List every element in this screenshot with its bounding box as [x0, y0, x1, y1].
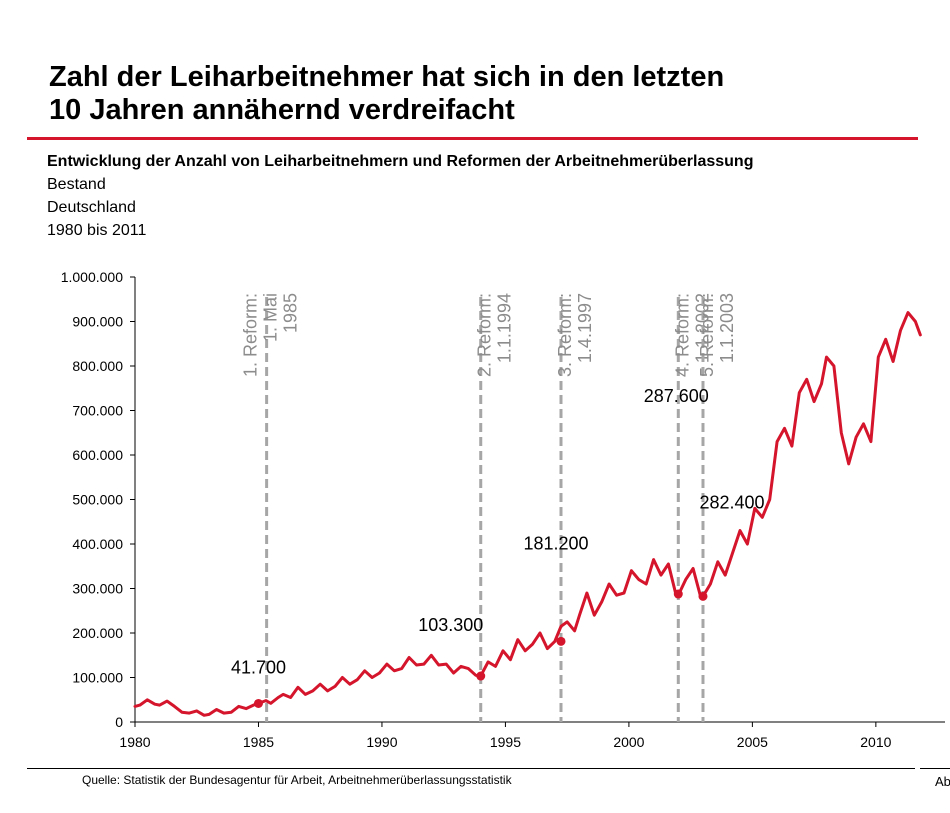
y-tick-label: 300.000 [72, 581, 123, 597]
reform-label: 2. Reform: [475, 293, 495, 377]
reform-label: 1. Reform: [241, 293, 261, 377]
chart-meta-stock: Bestand [47, 176, 106, 193]
y-tick-label: 800.000 [72, 358, 123, 374]
data-label: 103.300 [418, 615, 483, 635]
x-tick-label: 2005 [737, 734, 768, 750]
reform-label: 1.1.2003 [717, 293, 737, 363]
y-tick-label: 400.000 [72, 536, 123, 552]
y-tick-label: 100.000 [72, 670, 123, 686]
data-label: 181.200 [523, 533, 588, 553]
reform-label: 3. Reform: [555, 293, 575, 377]
data-point-marker [476, 671, 486, 681]
data-label: 282.400 [699, 492, 764, 512]
y-tick-label: 700.000 [72, 403, 123, 419]
y-tick-label: 1.000.000 [61, 269, 123, 285]
cutoff-text: Ab [935, 774, 950, 789]
x-tick-label: 1995 [490, 734, 521, 750]
chart-meta-region: Deutschland [47, 199, 136, 216]
reform-label: 1985 [281, 293, 301, 333]
x-tick-label: 1990 [366, 734, 397, 750]
data-point-marker [253, 698, 263, 708]
x-tick-label: 2010 [860, 734, 891, 750]
data-point-marker [698, 591, 708, 601]
reform-label: 1. Mai [261, 293, 281, 342]
chart-subtitle: Entwicklung der Anzahl von Leiharbeitneh… [47, 153, 754, 170]
y-tick-label: 900.000 [72, 314, 123, 330]
source-note: Quelle: Statistik der Bundesagentur für … [82, 773, 512, 787]
footer-divider-right [920, 768, 950, 769]
reform-label: 1.4.1997 [575, 293, 595, 363]
page-title: Zahl der Leiharbeitnehmer hat sich in de… [49, 61, 724, 127]
reform-label: 4. Reform: [672, 293, 692, 377]
data-label: 287.600 [644, 386, 709, 406]
y-tick-label: 200.000 [72, 625, 123, 641]
reform-label: 1.1.1994 [495, 293, 515, 363]
reform-label: 5. Reform: [697, 293, 717, 377]
y-tick-label: 500.000 [72, 492, 123, 508]
data-point-marker [673, 589, 683, 599]
y-tick-label: 0 [115, 714, 123, 730]
footer-divider [27, 768, 915, 769]
title-divider [27, 137, 918, 140]
y-tick-label: 600.000 [72, 447, 123, 463]
x-tick-label: 2000 [613, 734, 644, 750]
chart-meta-period: 1980 bis 2011 [47, 222, 147, 239]
data-label: 41.700 [231, 657, 286, 677]
x-tick-label: 1985 [243, 734, 274, 750]
chart-caption: Entwicklung der Anzahl von Leiharbeitneh… [47, 150, 753, 242]
x-tick-label: 1980 [119, 734, 150, 750]
title-line-2: 10 Jahren annähernd verdreifacht [49, 94, 515, 126]
title-line-1: Zahl der Leiharbeitnehmer hat sich in de… [49, 61, 725, 93]
data-point-marker [556, 636, 566, 646]
